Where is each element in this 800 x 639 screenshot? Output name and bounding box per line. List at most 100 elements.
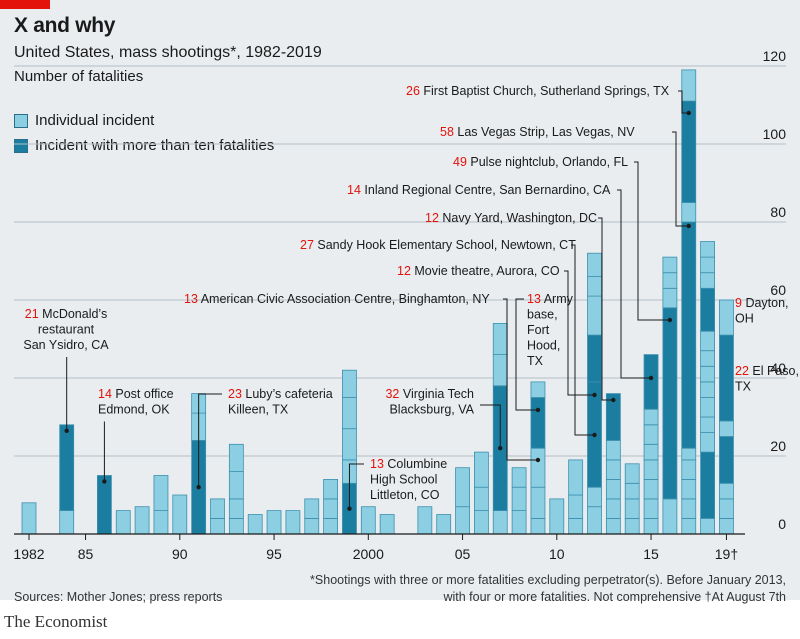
bar-segment-2016-1 (662, 307, 678, 500)
bar-segment-2015-5 (643, 424, 659, 445)
x-tick-label-2015: 15 (643, 546, 659, 562)
bar-segment-2007-2 (492, 354, 508, 387)
bar-segment-2011-0 (568, 518, 584, 535)
ann-sutherland-dot (686, 110, 691, 116)
chart-plot: 0 20 40 60 80 100 120 1982 85 90 95 2000 05 10 15 19† 21… (13, 48, 799, 562)
bar-segment-2018-9 (700, 287, 715, 332)
y-tick-label-80: 80 (770, 204, 786, 220)
ann-sandy-hook-dot (592, 432, 597, 438)
bar-segment-2016-2 (662, 287, 678, 309)
bar-segment-2012-0 (587, 506, 602, 535)
publisher-logo: The Economist (4, 612, 108, 631)
bar-segment-2019-4 (719, 420, 734, 437)
legend-label-individual: Individual incident (35, 112, 155, 129)
bar-segment-1987-0 (115, 510, 131, 535)
bar-segment-2018-10 (700, 272, 715, 289)
bar-segment-2004-0 (436, 514, 452, 535)
bar-segment-2014-0 (624, 518, 640, 535)
ann-navy-yard-label: 12 Navy Yard, Washington, DC (425, 211, 597, 225)
bar-segment-1998-2 (323, 478, 339, 500)
ann-pulse-leader (634, 161, 670, 321)
ann-fort-hood-label: 13 Army base, Fort Hood, TX (527, 292, 574, 368)
bar-segment-2017-6 (681, 202, 697, 223)
bar-segment-2018-8 (700, 330, 715, 352)
ann-aurora-dot (592, 392, 597, 398)
bar-segment-2018-4 (700, 397, 715, 418)
ann-aurora-label: 12 Movie theatre, Aurora, CO (397, 264, 560, 278)
footnote: *Shootings with three or more fatalities… (310, 572, 786, 606)
ann-post-office-dot (102, 479, 107, 484)
bar-segment-1992-0 (210, 518, 225, 535)
ann-mcdonalds-label: 21 McDonald’s restaurant San Ysidro, CA (23, 307, 109, 352)
bar-segment-2016-4 (662, 256, 678, 274)
bar-segment-2013-2 (605, 478, 621, 500)
bar-segment-2011-2 (568, 459, 584, 496)
bar-segment-2017-8 (681, 69, 697, 102)
ann-navy-yard-leader (598, 217, 614, 401)
ann-lubys-dot (196, 485, 201, 490)
x-tick-label-2005: 05 (455, 546, 471, 562)
ann-las-vegas-dot (686, 223, 691, 229)
bar-segment-2018-11 (700, 256, 715, 274)
bar-segment-2015-3 (643, 459, 659, 480)
bar-segment-1993-0 (228, 518, 244, 535)
ann-lubys-label: 23 Luby’s cafeteria Killeen, TX (228, 387, 333, 417)
bar-segment-1996-0 (285, 510, 301, 535)
ann-post-office-label: 14 Post office Edmond, OK (98, 387, 174, 417)
bar-segment-1990-0 (172, 494, 188, 535)
bar-segment-1993-1 (228, 498, 244, 519)
bar-segment-2018-12 (700, 241, 715, 258)
bar-segment-2018-5 (700, 381, 715, 398)
ann-binghamton-leader (503, 298, 538, 461)
bar-segment-2012-6 (587, 252, 602, 277)
bar-segment-2009-4 (530, 381, 546, 398)
bar-segment-2018-2 (700, 432, 715, 453)
bar-segment-2012-5 (587, 276, 602, 297)
source-note: Sources: Mother Jones; press reports (14, 590, 223, 604)
bar-segment-2015-2 (643, 478, 659, 500)
bar-segment-1984-0 (59, 510, 75, 535)
footnote-line-1: *Shootings with three or more fatalities… (310, 573, 786, 587)
bar-segment-2019-1 (719, 498, 734, 519)
bar-segment-2009-2 (530, 447, 546, 488)
bar-segment-2011-1 (568, 494, 584, 519)
bar-segment-2017-0 (681, 518, 697, 535)
ann-binghamton-dot (535, 457, 541, 463)
ann-columbine-label: 13 Columbine High School Littleton, CO (370, 457, 447, 502)
ann-aurora-leader (564, 270, 595, 396)
bar-segment-2018-7 (700, 350, 715, 367)
bar-segment-2007-3 (492, 322, 508, 355)
ann-san-bernardino-label: 14 Inland Regional Centre, San Bernardin… (347, 183, 611, 197)
bar-segment-2016-3 (662, 272, 678, 289)
brand-red-bar (0, 0, 50, 9)
bar-segment-1999-4 (342, 369, 357, 398)
bar-segment-2012-1 (587, 486, 602, 508)
bar-segment-1982-0 (21, 502, 37, 535)
legend-swatch-individual (14, 113, 28, 128)
ann-el-paso-label: 22 El Paso, TX (735, 364, 799, 394)
ann-virginia-tech-label: 32 Virginia Tech Blacksburg, VA (385, 387, 474, 417)
bar-segment-2013-1 (605, 498, 621, 519)
y-axis-label: Number of fatalities (14, 68, 144, 85)
bar-segment-2009-3 (530, 397, 546, 449)
bar-segment-2008-1 (511, 486, 527, 512)
ann-sutherland-label: 26 First Baptist Church, Sutherland Spri… (406, 84, 670, 98)
bar-segment-2017-3 (681, 459, 697, 480)
bar-segment-2015-1 (643, 498, 659, 519)
ann-las-vegas-label: 58 Las Vegas Strip, Las Vegas, NV (440, 125, 635, 139)
bar-segment-2018-0 (700, 518, 715, 535)
bar-segment-2009-0 (530, 518, 546, 535)
legend-item-individual: Individual incident (14, 112, 154, 129)
ann-las-vegas-leader (672, 131, 689, 227)
ann-fort-hood-leader (515, 298, 538, 411)
bar-segment-2000-0 (360, 506, 376, 535)
legend-swatch-large (14, 138, 28, 153)
bar-segment-2013-5 (605, 393, 621, 441)
bar-segment-2005-0 (455, 506, 470, 535)
bar-segment-1988-0 (134, 506, 150, 535)
ann-binghamton-label: 13 American Civic Association Centre, Bi… (184, 292, 490, 306)
bar-segment-2012-3 (587, 334, 602, 383)
bar-segment-2015-6 (643, 408, 659, 426)
bar-segment-2014-2 (624, 482, 640, 500)
x-tick-label-1985: 85 (78, 546, 94, 562)
